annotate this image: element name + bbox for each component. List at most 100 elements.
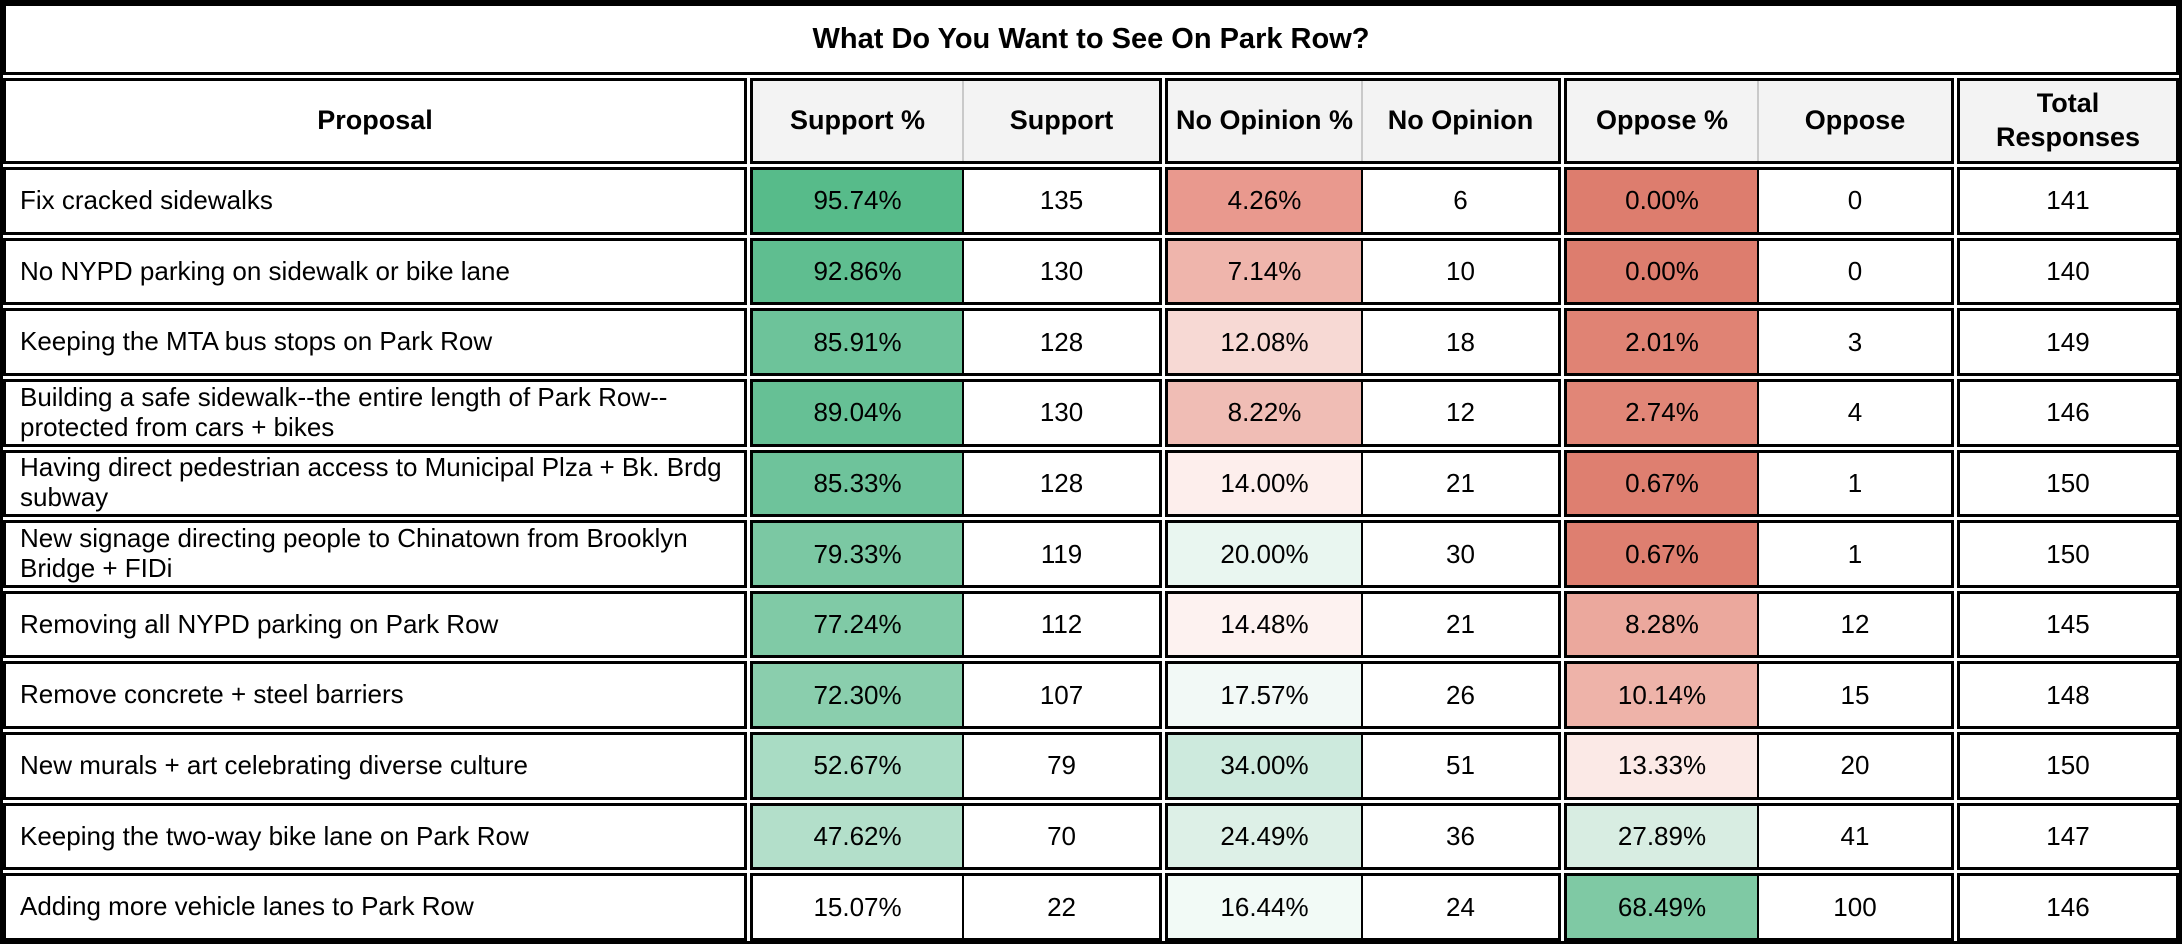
support-pct-cell: 79.33% — [753, 523, 965, 585]
proposal-cell: No NYPD parking on sidewalk or bike lane — [3, 237, 747, 306]
header-no-opinion-group: No Opinion % No Opinion — [1165, 78, 1561, 164]
header-support-pct: Support % — [753, 81, 965, 161]
no-opinion-count-cell: 30 — [1446, 538, 1475, 569]
support-count-cell: 135 — [1039, 185, 1084, 216]
total-cell: 150 — [1957, 520, 2179, 588]
no-opinion-count-cell: 6 — [1453, 185, 1468, 216]
no-opinion-pct-cell: 24.49% — [1168, 805, 1363, 868]
header-support: Support — [964, 81, 1159, 161]
support-count-cell: 107 — [1039, 679, 1084, 710]
header-no-opinion-pct: No Opinion % — [1168, 81, 1363, 161]
support-group: 79.33% 119 — [750, 520, 1162, 588]
no-opinion-pct-cell: 4.26% — [1168, 170, 1363, 232]
proposal-cell: Adding more vehicle lanes to Park Row — [3, 873, 747, 942]
proposal-cell: Keeping the two-way bike lane on Park Ro… — [3, 802, 747, 871]
table-title: What Do You Want to See On Park Row? — [3, 3, 2179, 75]
title-band: What Do You Want to See On Park Row? — [3, 3, 2179, 75]
proposal-cell: Building a safe sidewalk--the entire len… — [3, 378, 747, 447]
oppose-pct-cell: 2.01% — [1567, 311, 1759, 373]
support-count-cell: 70 — [1047, 821, 1076, 852]
oppose-count-cell: 100 — [1833, 891, 1877, 922]
no-opinion-group: 14.00% 21 — [1165, 449, 1561, 518]
table-row: Remove concrete + steel barriers 72.30% … — [3, 661, 2179, 730]
support-pct-cell: 72.30% — [753, 664, 965, 727]
support-count-cell: 130 — [1039, 255, 1084, 286]
total-cell: 150 — [1957, 449, 2179, 518]
support-group: 47.62% 70 — [750, 802, 1162, 871]
oppose-pct-cell: 0.67% — [1567, 523, 1759, 585]
no-opinion-pct-cell: 17.57% — [1168, 664, 1363, 727]
no-opinion-pct-cell: 12.08% — [1168, 311, 1363, 373]
table-row: New signage directing people to Chinatow… — [3, 520, 2179, 588]
proposal-cell: Remove concrete + steel barriers — [3, 661, 747, 730]
table-row: Adding more vehicle lanes to Park Row 15… — [3, 873, 2179, 942]
oppose-pct-cell: 13.33% — [1567, 735, 1759, 797]
table-row: Building a safe sidewalk--the entire len… — [3, 378, 2179, 447]
support-pct-cell: 95.74% — [753, 170, 965, 232]
support-group: 72.30% 107 — [750, 661, 1162, 730]
no-opinion-count-cell: 18 — [1446, 326, 1475, 357]
support-group: 52.67% 79 — [750, 732, 1162, 800]
no-opinion-pct-cell: 14.48% — [1168, 593, 1363, 656]
total-cell: 148 — [1957, 661, 2179, 730]
proposal-cell: Fix cracked sidewalks — [3, 167, 747, 235]
oppose-group: 0.00% 0 — [1564, 237, 1954, 306]
support-group: 15.07% 22 — [750, 873, 1162, 942]
total-cell: 149 — [1957, 308, 2179, 376]
support-group: 77.24% 112 — [750, 590, 1162, 659]
no-opinion-group: 12.08% 18 — [1165, 308, 1561, 376]
no-opinion-count-cell: 21 — [1446, 609, 1475, 640]
proposal-cell: New murals + art celebrating diverse cul… — [3, 732, 747, 800]
oppose-group: 0.67% 1 — [1564, 520, 1954, 588]
no-opinion-group: 7.14% 10 — [1165, 237, 1561, 306]
oppose-group: 13.33% 20 — [1564, 732, 1954, 800]
support-pct-cell: 47.62% — [753, 805, 965, 868]
oppose-count-cell: 20 — [1840, 750, 1870, 781]
oppose-group: 0.67% 1 — [1564, 449, 1954, 518]
no-opinion-pct-cell: 34.00% — [1168, 735, 1363, 797]
support-count-cell: 128 — [1039, 467, 1084, 498]
no-opinion-group: 16.44% 24 — [1165, 873, 1561, 942]
total-cell: 145 — [1957, 590, 2179, 659]
oppose-count-cell: 12 — [1840, 609, 1870, 640]
oppose-pct-cell: 0.67% — [1567, 452, 1759, 515]
no-opinion-pct-cell: 20.00% — [1168, 523, 1363, 585]
support-group: 89.04% 130 — [750, 378, 1162, 447]
no-opinion-count-cell: 26 — [1446, 679, 1475, 710]
header-total-responses: Total Responses — [1957, 78, 2179, 164]
oppose-count-cell: 1 — [1847, 467, 1863, 498]
proposal-cell: Removing all NYPD parking on Park Row — [3, 590, 747, 659]
oppose-count-cell: 1 — [1847, 538, 1863, 569]
proposal-cell: Having direct pedestrian access to Munic… — [3, 449, 747, 518]
oppose-count-cell: 4 — [1847, 397, 1863, 428]
no-opinion-group: 24.49% 36 — [1165, 802, 1561, 871]
support-pct-cell: 85.91% — [753, 311, 965, 373]
support-count-cell: 119 — [1040, 538, 1083, 569]
header-no-opinion: No Opinion — [1363, 81, 1558, 161]
oppose-group: 0.00% 0 — [1564, 167, 1954, 235]
no-opinion-group: 14.48% 21 — [1165, 590, 1561, 659]
support-pct-cell: 92.86% — [753, 240, 965, 303]
no-opinion-pct-cell: 7.14% — [1168, 240, 1363, 303]
no-opinion-group: 4.26% 6 — [1165, 167, 1561, 235]
support-pct-cell: 15.07% — [753, 876, 965, 939]
support-group: 85.91% 128 — [750, 308, 1162, 376]
oppose-pct-cell: 2.74% — [1567, 381, 1759, 444]
oppose-count-cell: 15 — [1840, 679, 1870, 710]
no-opinion-count-cell: 24 — [1446, 891, 1475, 922]
no-opinion-group: 17.57% 26 — [1165, 661, 1561, 730]
oppose-pct-cell: 27.89% — [1567, 805, 1759, 868]
support-pct-cell: 77.24% — [753, 593, 965, 656]
no-opinion-count-cell: 10 — [1446, 255, 1475, 286]
support-count-cell: 112 — [1040, 609, 1083, 640]
oppose-group: 10.14% 15 — [1564, 661, 1954, 730]
total-cell: 150 — [1957, 732, 2179, 800]
support-count-cell: 128 — [1039, 326, 1084, 357]
no-opinion-group: 20.00% 30 — [1165, 520, 1561, 588]
no-opinion-count-cell: 21 — [1446, 467, 1475, 498]
header-oppose-pct: Oppose % — [1567, 81, 1759, 161]
table-row: New murals + art celebrating diverse cul… — [3, 732, 2179, 800]
support-count-cell: 130 — [1039, 397, 1084, 428]
total-cell: 147 — [1957, 802, 2179, 871]
